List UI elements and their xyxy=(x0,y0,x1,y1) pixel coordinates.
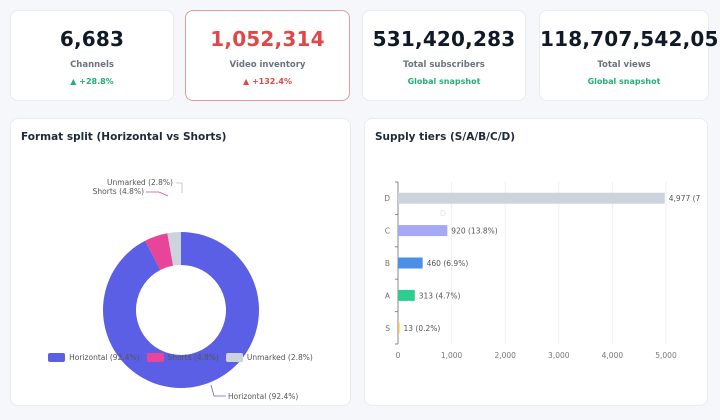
bar-value-label: 4,977 (7 xyxy=(669,194,701,203)
format-split-panel: Format split (Horizontal vs Shorts) Hori… xyxy=(10,118,351,406)
kpi-label: Total views xyxy=(597,60,651,70)
kpi-card-total-views: 118,707,542,055 Total views Global snaps… xyxy=(539,10,720,101)
kpi-value: 118,707,542,055 xyxy=(540,27,720,51)
donut-slice-horizontal[interactable] xyxy=(102,232,260,388)
kpi-card-video-inventory: 1,052,314 Video inventory ▲ +132.4% xyxy=(185,10,350,101)
kpi-delta: Global snapshot xyxy=(407,77,481,86)
legend-swatch xyxy=(146,353,164,362)
donut-slice-unmarked[interactable] xyxy=(167,232,181,266)
kpi-value: 1,052,314 xyxy=(210,27,325,51)
panel-title: Format split (Horizontal vs Shorts) xyxy=(21,131,227,143)
y-tick-label: S xyxy=(385,324,390,333)
x-tick-label: 2,000 xyxy=(494,351,516,360)
bar-value-label: 313 (4.7%) xyxy=(419,291,461,300)
bar-c[interactable] xyxy=(398,225,448,237)
kpi-card-channels: 6,683 Channels ▲ +28.8% xyxy=(10,10,174,101)
legend-swatch xyxy=(48,353,66,362)
supply-tiers-bar-chart: 0 1,000 2,000 3,000 4,000 5,000 S 13 (0.2%) A 313… xyxy=(384,181,701,360)
x-tick-label: 4,000 xyxy=(602,351,624,360)
bar-s[interactable] xyxy=(398,322,400,334)
legend-label: Horizontal (92.4%) xyxy=(69,353,140,362)
y-tick-label: B xyxy=(385,259,390,268)
x-tick-label: 3,000 xyxy=(548,351,570,360)
legend-item-unmarked[interactable]: Unmarked (2.8%) xyxy=(225,353,313,362)
donut-label-horizontal: Horizontal (92.4%) xyxy=(228,392,298,401)
bar-b[interactable] xyxy=(398,257,423,269)
format-split-donut-chart: Horizontal (92.4%)Shorts (4.8%)Unmarked … xyxy=(93,178,299,401)
legend-item-horizontal[interactable]: Horizontal (92.4%) xyxy=(48,353,140,362)
donut-leader-line xyxy=(176,182,183,193)
donut-leader-line xyxy=(146,191,169,197)
supply-tiers-panel: Supply tiers (S/A/B/C/D) 0 1,000 2,000 3,00… xyxy=(364,118,708,406)
x-tick-label: 1,000 xyxy=(441,351,463,360)
legend-label: Shorts (4.8%) xyxy=(167,353,219,362)
kpi-card-total-subscribers: 531,420,283 Total subscribers Global sna… xyxy=(362,10,526,101)
donut-label-shorts: Shorts (4.8%) xyxy=(93,187,144,196)
bar-a[interactable] xyxy=(398,289,415,301)
donut-leader-line xyxy=(210,384,226,397)
panel-title: Supply tiers (S/A/B/C/D) xyxy=(375,131,516,143)
kpi-value: 531,420,283 xyxy=(372,27,516,51)
legend-swatch xyxy=(225,353,243,362)
kpi-delta: ▲ +28.8% xyxy=(70,77,114,86)
donut-slice-shorts[interactable] xyxy=(145,233,174,271)
legend-item-shorts[interactable]: Shorts (4.8%) xyxy=(146,353,219,362)
bar-value-label: 460 (6.9%) xyxy=(427,259,469,268)
donut-legend: Horizontal (92.4%) Shorts (4.8%) Unmarked … xyxy=(11,353,350,362)
kpi-label: Video inventory xyxy=(229,60,306,70)
kpi-delta: Global snapshot xyxy=(587,77,661,86)
y-tick-label: C xyxy=(385,227,390,236)
kpi-value: 6,683 xyxy=(59,27,125,51)
kpi-label: Total subscribers xyxy=(403,60,485,70)
kpi-delta: ▲ +132.4% xyxy=(243,77,292,86)
x-tick-label: 5,000 xyxy=(655,351,677,360)
x-tick-label: 0 xyxy=(396,351,401,360)
kpi-label: Channels xyxy=(70,60,114,70)
bar-value-label: 13 (0.2%) xyxy=(404,324,441,333)
donut-label-unmarked: Unmarked (2.8%) xyxy=(107,178,173,187)
legend-label: Unmarked (2.8%) xyxy=(246,353,313,362)
y-tick-label: D xyxy=(384,194,390,203)
tooltip-ghost: D xyxy=(440,209,446,218)
bar-d[interactable] xyxy=(398,192,665,204)
y-tick-label: A xyxy=(385,291,391,300)
bar-value-label: 920 (13.8%) xyxy=(451,227,497,236)
